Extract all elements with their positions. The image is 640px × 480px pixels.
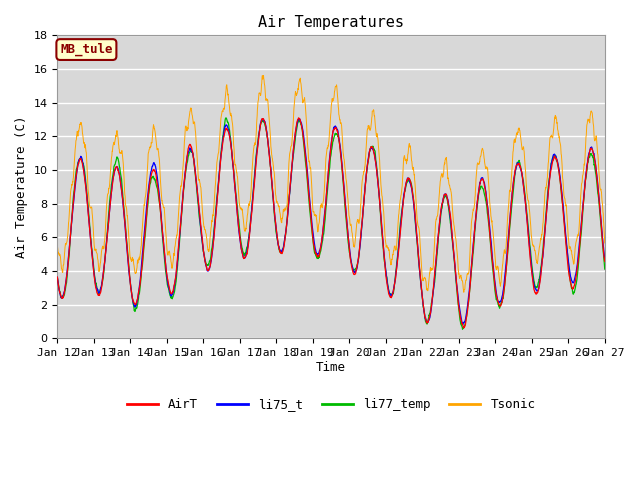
Line: li75_t: li75_t	[58, 119, 605, 324]
li75_t	[296, 116, 303, 121]
AirT	[206, 264, 214, 269]
Line: li77_temp: li77_temp	[58, 118, 605, 329]
li77_temp	[553, 158, 561, 164]
Tsonic	[206, 235, 214, 241]
Tsonic	[259, 72, 267, 78]
Title: Air Temperatures: Air Temperatures	[258, 15, 404, 30]
Tsonic	[601, 240, 609, 246]
li77_temp	[459, 326, 467, 332]
Text: MB_tule: MB_tule	[60, 43, 113, 56]
AirT	[601, 259, 609, 264]
li75_t	[206, 264, 214, 270]
Tsonic	[359, 173, 367, 179]
X-axis label: Time: Time	[316, 360, 346, 374]
li75_t	[491, 276, 499, 281]
Line: AirT: AirT	[58, 118, 605, 328]
li77_temp	[491, 282, 499, 288]
li75_t	[601, 257, 609, 263]
li75_t	[359, 211, 367, 216]
AirT	[460, 325, 467, 331]
AirT	[359, 210, 367, 216]
AirT	[347, 260, 355, 265]
Tsonic	[347, 221, 355, 227]
li77_temp	[359, 210, 367, 216]
li77_temp	[206, 259, 214, 264]
li77_temp	[568, 286, 576, 291]
AirT	[54, 274, 61, 280]
li75_t	[553, 156, 561, 162]
li75_t	[347, 257, 355, 263]
Tsonic	[54, 243, 61, 249]
AirT	[294, 115, 302, 121]
li77_temp	[54, 275, 61, 281]
li77_temp	[601, 266, 609, 272]
AirT	[491, 277, 499, 283]
AirT	[568, 285, 576, 291]
Tsonic	[460, 289, 468, 295]
AirT	[553, 157, 561, 163]
Legend: AirT, li75_t, li77_temp, Tsonic: AirT, li75_t, li77_temp, Tsonic	[122, 393, 540, 416]
Tsonic	[491, 247, 499, 252]
li77_temp	[347, 258, 355, 264]
li75_t	[54, 275, 61, 280]
li77_temp	[222, 115, 230, 120]
Tsonic	[568, 252, 576, 257]
li75_t	[568, 278, 576, 284]
Line: Tsonic: Tsonic	[58, 75, 605, 292]
Y-axis label: Air Temperature (C): Air Temperature (C)	[15, 116, 28, 258]
Tsonic	[553, 120, 561, 126]
li75_t	[459, 322, 467, 327]
